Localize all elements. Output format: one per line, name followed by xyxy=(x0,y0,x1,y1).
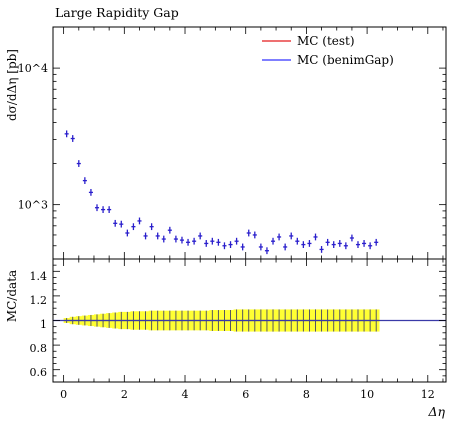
x-tick-label: 10 xyxy=(360,388,374,401)
ratio-tick-label: 1 xyxy=(40,318,47,331)
x-tick-label: 12 xyxy=(421,388,435,401)
y-tick-label-1000: 10^3 xyxy=(18,199,48,212)
x-tick-labels: 0 2 4 6 8 10 12 xyxy=(60,388,435,401)
x-tick-label: 4 xyxy=(182,388,189,401)
ratio-tick-label: 0.8 xyxy=(30,342,48,355)
y-axis-label: dσ/dΔη [pb] xyxy=(5,49,19,121)
ratio-tick-label: 1.2 xyxy=(30,294,48,307)
x-tick-label: 2 xyxy=(121,388,128,401)
legend-label-mc-test: MC (test) xyxy=(297,34,355,48)
ratio-axis-label: MC/data xyxy=(5,270,19,322)
x-tick-label: 6 xyxy=(242,388,249,401)
x-axis-label: Δη xyxy=(427,404,445,419)
y-tick-label-10000: 10^4 xyxy=(18,62,48,75)
legend-label-mc-benimgap: MC (benimGap) xyxy=(297,53,394,67)
x-tick-label: 0 xyxy=(60,388,67,401)
ratio-tick-label: 0.6 xyxy=(30,366,48,379)
axis-ticks xyxy=(53,26,446,383)
ratio-tick-label: 1.4 xyxy=(30,270,48,283)
data-points xyxy=(64,130,379,255)
ratio-points xyxy=(63,309,380,332)
legend: MC (test) MC (benimGap) xyxy=(262,34,394,67)
chart-title: Large Rapidity Gap xyxy=(55,5,179,20)
x-tick-label: 8 xyxy=(303,388,310,401)
